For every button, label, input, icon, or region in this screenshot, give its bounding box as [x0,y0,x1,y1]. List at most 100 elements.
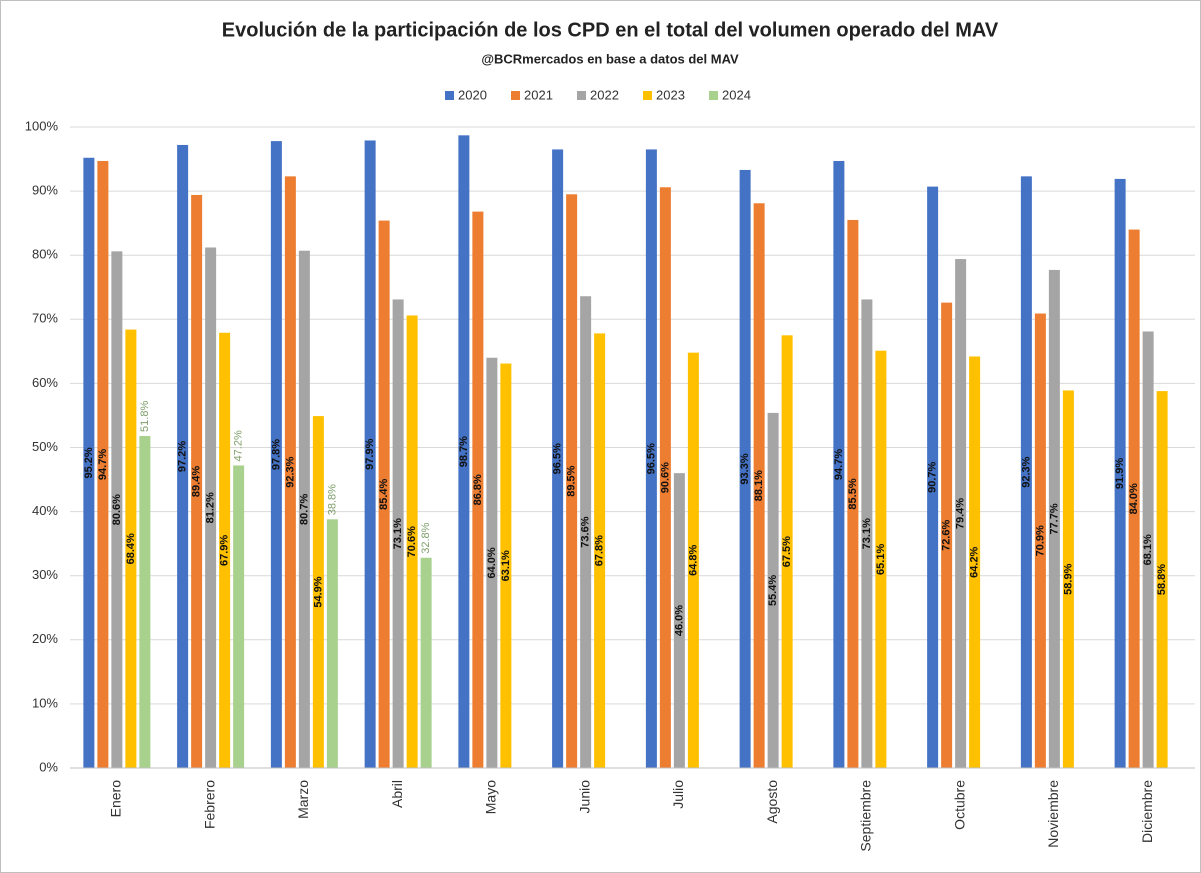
x-tick-label: Septiembre [858,780,874,852]
bar [861,299,873,768]
bar [847,219,859,768]
data-label: 73.1% [861,518,873,549]
x-tick-label: Marzo [295,780,311,819]
bar [566,194,578,768]
bar [927,186,939,768]
data-label: 80.7% [298,494,310,525]
bar [326,519,338,768]
data-label: 84.0% [1128,483,1140,514]
data-label: 65.1% [875,544,887,575]
bar [1156,391,1168,768]
data-label: 67.9% [219,535,231,566]
data-label: 68.4% [125,533,137,564]
bar [125,329,137,768]
bar [833,160,845,768]
data-label: 93.3% [739,453,751,484]
data-label: 64.2% [969,546,981,577]
y-tick-label: 20% [32,631,58,646]
x-tick-label: Agosto [764,780,780,824]
data-label: 46.0% [673,605,685,636]
bar [298,250,310,768]
x-tick-label: Febrero [201,780,217,829]
x-tick-label: Enero [108,780,124,818]
y-tick-label: 100% [25,118,59,133]
bar [969,356,981,768]
bar [767,412,779,768]
data-label: 96.5% [552,443,564,474]
bar [875,350,887,768]
data-label: 89.4% [191,466,203,497]
bar [1034,313,1046,768]
bar [673,473,685,768]
bar [1048,269,1060,768]
bar [205,247,217,768]
bar [312,416,324,768]
bar [955,259,967,768]
data-label: 80.6% [111,494,123,525]
data-label: 54.9% [312,576,324,607]
data-label: 55.4% [767,575,779,606]
data-label: 91.9% [1114,458,1126,489]
legend-swatch [445,91,454,100]
bar [941,302,953,768]
bar [458,135,470,768]
data-label: 70.9% [1034,525,1046,556]
data-label: 89.5% [566,465,578,496]
bar [486,357,498,768]
bar [645,149,657,768]
data-label: 81.2% [205,492,217,523]
bar [191,194,203,769]
bar [781,335,793,768]
data-label: 92.3% [284,456,296,487]
legend-swatch [643,91,652,100]
data-label: 67.8% [594,535,606,566]
bar [111,251,123,768]
y-tick-label: 40% [32,503,58,518]
data-label: 79.4% [955,498,967,529]
data-label: 92.3% [1020,456,1032,487]
data-label: 90.6% [659,462,671,493]
data-label: 70.6% [406,526,418,557]
data-label: 94.7% [833,449,845,480]
data-label: 72.6% [941,520,953,551]
data-label: 38.8% [326,484,338,515]
x-tick-label: Octubre [951,780,967,830]
data-label: 97.2% [177,441,189,472]
data-label: 51.8% [139,401,151,432]
bar [687,352,699,768]
bar [364,140,376,768]
bar [1114,178,1126,768]
data-label: 73.1% [392,518,404,549]
data-label: 94.7% [97,449,109,480]
data-label: 77.7% [1048,503,1060,534]
data-label: 85.4% [378,478,390,509]
data-label: 85.5% [847,478,859,509]
legend-label: 2021 [524,87,553,102]
bar [659,187,671,768]
legend-swatch [511,91,520,100]
chart-title: Evolución de la participación de los CPD… [222,19,999,41]
bar [580,296,592,768]
x-tick-label: Julio [670,780,686,809]
x-tick-label: Diciembre [1139,780,1155,843]
data-label: 32.8% [420,522,432,553]
x-tick-label: Noviembre [1045,780,1061,848]
y-tick-label: 10% [32,695,58,710]
bar [392,299,404,768]
bar [1128,229,1140,768]
x-tick-label: Junio [576,780,592,814]
chart-subtitle: @BCRmercados en base a datos del MAV [481,51,739,66]
data-label: 98.7% [458,436,470,467]
bar [1020,176,1032,768]
data-label: 67.5% [781,536,793,567]
data-label: 58.8% [1156,564,1168,595]
legend-swatch [577,91,586,100]
bar [500,363,512,768]
bar [472,211,484,768]
bar [1062,390,1074,768]
y-tick-label: 80% [32,247,58,262]
data-label: 64.0% [486,547,498,578]
y-tick-label: 50% [32,439,58,454]
bar [594,333,606,768]
